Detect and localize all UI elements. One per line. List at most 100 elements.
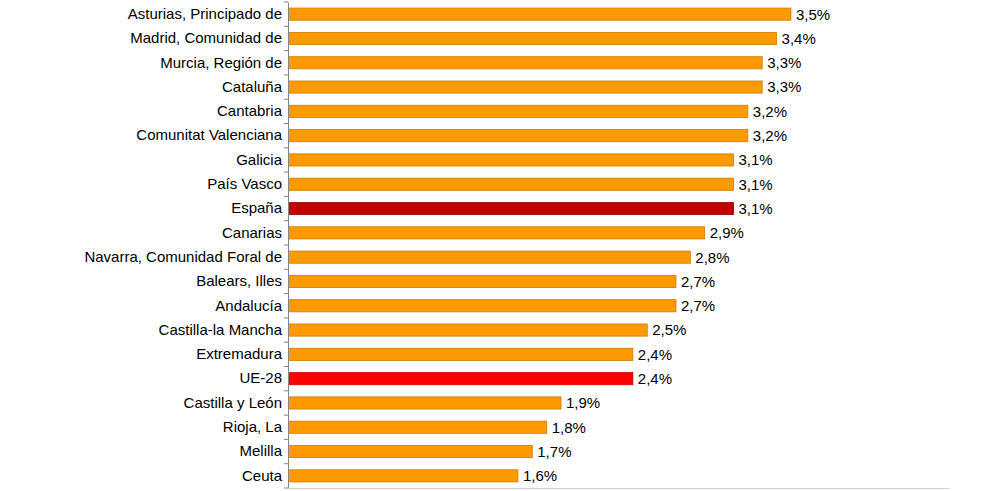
bar (288, 275, 676, 287)
tick: País Vasco (207, 175, 288, 192)
tick-label: Cataluña (222, 78, 283, 95)
tick-label: Extremadura (196, 345, 283, 362)
data-label: 2,9% (710, 224, 744, 241)
tick: Melilla (239, 442, 288, 459)
data-label: 2,5% (652, 321, 686, 338)
tick: Galicia (236, 151, 288, 168)
separator (284, 1, 288, 2)
data-label: 2,4% (638, 370, 672, 387)
tick: Canarias (222, 224, 288, 241)
data-label: 3,1% (738, 200, 772, 217)
tick-label: Madrid, Comunidad de (130, 29, 282, 46)
data-label: 3,3% (767, 54, 801, 71)
tick: Castilla-la Mancha (159, 321, 288, 338)
separator (284, 123, 288, 124)
bars (288, 8, 791, 482)
tick-label: Canarias (222, 224, 282, 241)
separator (284, 245, 288, 246)
separator (284, 317, 288, 318)
tick-label: Comunitat Valenciana (136, 126, 282, 143)
data-label: 3,4% (782, 30, 816, 47)
data-label: 2,8% (695, 249, 729, 266)
data-label: 3,3% (767, 78, 801, 95)
bar (288, 130, 748, 142)
tick-label: Navarra, Comunidad Foral de (84, 248, 282, 265)
separator (284, 439, 288, 440)
tick-label: Murcia, Región de (160, 54, 282, 71)
bar (288, 470, 518, 482)
separator (284, 74, 288, 75)
tick: Balears, Illes (196, 272, 288, 289)
bar (288, 324, 647, 336)
separator (284, 172, 288, 173)
bar (288, 300, 676, 312)
separator (284, 220, 288, 221)
tick-label: España (231, 199, 283, 216)
bar (288, 202, 733, 214)
tick: Rioja, La (223, 418, 288, 435)
tick: Extremadura (196, 345, 288, 362)
data-label: 2,7% (681, 273, 715, 290)
tick-label: Ceuta (242, 467, 283, 484)
data-label: 3,1% (738, 176, 772, 193)
bar (288, 105, 748, 117)
separator (284, 26, 288, 27)
data-label: 1,6% (523, 467, 557, 484)
value-axis (289, 488, 950, 489)
bar (288, 348, 633, 360)
tick-label: Andalucía (215, 297, 282, 314)
tick-label: Galicia (236, 151, 283, 168)
tick-label: Castilla y León (184, 394, 282, 411)
data-label: 3,5% (796, 6, 830, 23)
data-label: 2,4% (638, 346, 672, 363)
data-label: 3,1% (738, 151, 772, 168)
tick-label: UE-28 (239, 369, 282, 386)
data-label: 1,9% (566, 394, 600, 411)
tick-label: Rioja, La (223, 418, 283, 435)
tick: Andalucía (215, 297, 288, 314)
separator (284, 415, 288, 416)
separator (284, 342, 288, 343)
bar (288, 421, 547, 433)
tick: Cataluña (222, 78, 288, 95)
bar (288, 373, 633, 385)
chart: Asturias, Principado de Madrid, Comunidad… (0, 0, 990, 491)
bar (288, 32, 777, 44)
bar (288, 178, 733, 190)
separator (284, 366, 288, 367)
tick-label: Melilla (239, 442, 282, 459)
tick: Madrid, Comunidad de (130, 29, 288, 46)
axis-line (289, 488, 950, 489)
bar (288, 81, 762, 93)
tick: Asturias, Principado de (128, 5, 288, 22)
separator (284, 147, 288, 148)
category-separators (284, 2, 288, 488)
separator (284, 390, 288, 391)
tick: Navarra, Comunidad Foral de (84, 248, 288, 265)
tick: UE-28 (239, 369, 288, 386)
bar (288, 251, 690, 263)
axis-line (288, 3, 289, 489)
tick: Ceuta (242, 467, 288, 484)
tick: Cantabria (217, 102, 288, 119)
separator (284, 488, 288, 489)
data-label: 3,2% (753, 103, 787, 120)
separator (284, 463, 288, 464)
bar (288, 227, 705, 239)
category-axis: Asturias, Principado de Madrid, Comunidad… (84, 3, 288, 489)
tick-label: País Vasco (207, 175, 282, 192)
separator (284, 196, 288, 197)
bar (288, 57, 762, 69)
tick: España (231, 199, 288, 216)
separator (284, 50, 288, 51)
tick: Murcia, Región de (160, 54, 288, 71)
tick-label: Balears, Illes (196, 272, 282, 289)
tick-label: Cantabria (217, 102, 283, 119)
data-label: 3,2% (753, 127, 787, 144)
separator (284, 269, 288, 270)
data-labels: 3,5% 3,4% 3,3% 3,3% 3,2% 3,2% 3,1% 3,1% 3,1% 2,9%… (523, 6, 830, 485)
bar (288, 445, 532, 457)
data-label: 2,7% (681, 297, 715, 314)
bar (288, 154, 733, 166)
tick: Comunitat Valenciana (136, 126, 288, 143)
